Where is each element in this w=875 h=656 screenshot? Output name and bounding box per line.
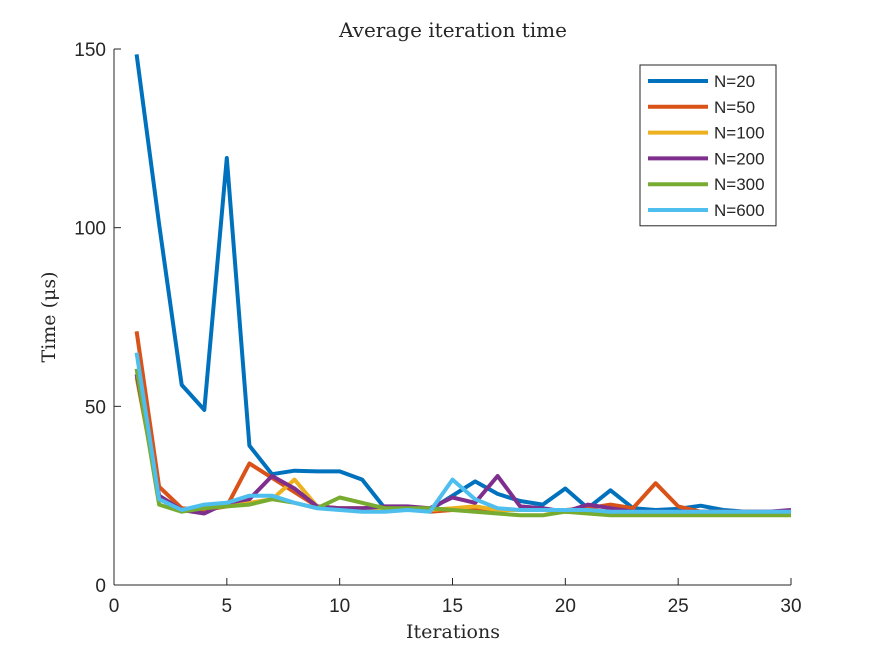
series-line-n-300 (134, 368, 791, 518)
x-tick-label: 30 (780, 596, 801, 617)
x-axis: 0 5 10 15 20 25 30 (109, 578, 802, 617)
legend-label: N=100 (714, 124, 765, 143)
x-tick-label: 10 (329, 596, 350, 617)
y-tick-label: 150 (74, 40, 106, 61)
legend-label: N=20 (714, 72, 755, 91)
legend-label: N=50 (714, 98, 755, 117)
legend: N=20 N=50 N=100 N=200 N=300 N=600 (639, 64, 777, 227)
y-axis: 0 50 100 150 (74, 40, 121, 597)
legend-label: N=200 (714, 149, 765, 168)
y-tick-label: 50 (85, 397, 106, 418)
x-tick-label: 25 (668, 596, 689, 617)
x-tick-label: 20 (555, 596, 576, 617)
y-tick-label: 100 (74, 219, 106, 240)
legend-label: N=600 (714, 201, 765, 220)
x-tick-label: 15 (442, 596, 463, 617)
x-tick-label: 5 (222, 596, 233, 617)
x-axis-label: Iterations (406, 621, 500, 643)
x-tick-label: 0 (109, 596, 120, 617)
series-lines (134, 54, 792, 518)
legend-box (639, 64, 777, 227)
y-tick-label: 0 (95, 576, 106, 597)
legend-label: N=300 (714, 175, 765, 194)
chart-title: Average iteration time (338, 18, 567, 42)
series-line-n-600 (134, 352, 791, 514)
y-axis-label: Time (μs) (38, 272, 60, 363)
